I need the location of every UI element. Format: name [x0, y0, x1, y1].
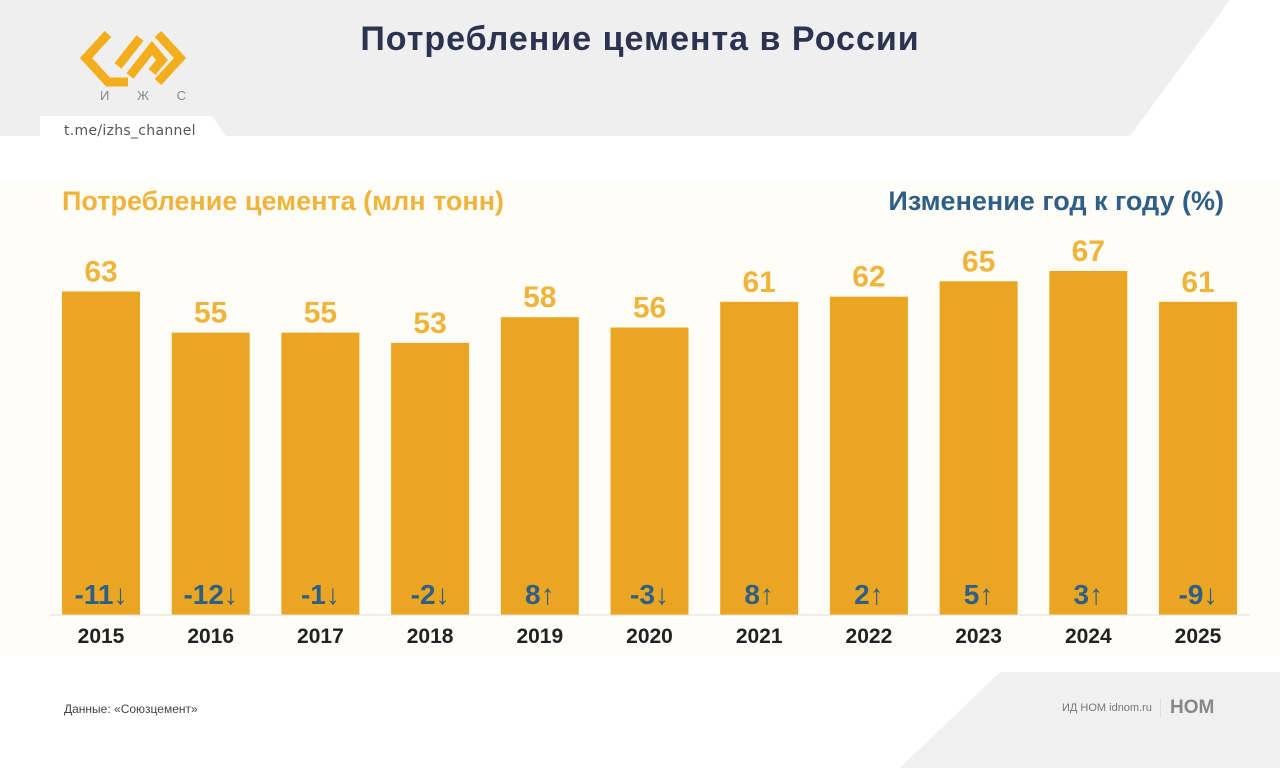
bar: [391, 342, 470, 615]
change-label: 2↑: [854, 579, 884, 610]
change-label: 8↑: [744, 579, 774, 610]
change-label: -3↓: [630, 579, 669, 610]
logo-text: И Ж С: [100, 88, 198, 103]
year-tick-label: 2024: [1065, 625, 1112, 648]
bar: [171, 332, 250, 615]
change-label: 8↑: [525, 579, 555, 610]
change-label: 5↑: [964, 579, 994, 610]
value-label: 67: [1072, 235, 1105, 268]
value-label: 61: [1181, 266, 1214, 299]
bar: [62, 291, 140, 615]
value-label: 53: [413, 307, 446, 340]
right-chart-title: Изменение год к году (%): [888, 186, 1224, 216]
bar: [281, 332, 360, 615]
header-band: [0, 0, 1230, 136]
value-label: 58: [523, 281, 556, 314]
change-label: -9↓: [1179, 579, 1218, 610]
publisher[interactable]: ИД НОМ idnom.ru: [1062, 702, 1152, 714]
year-tick-label: 2019: [516, 625, 563, 648]
izhs-logo-icon: [79, 30, 187, 87]
page-title: Потребление цемента в России: [360, 20, 920, 58]
year-tick-label: 2023: [955, 625, 1002, 648]
bar: [1159, 301, 1237, 615]
bar: [500, 317, 579, 615]
value-label: 55: [304, 297, 337, 330]
year-tick-label: 2021: [736, 625, 783, 648]
year-tick-label: 2017: [297, 625, 344, 648]
year-tick-label: 2025: [1175, 625, 1222, 648]
value-label: 65: [962, 245, 995, 278]
value-label: 56: [633, 291, 666, 324]
change-label: 3↑: [1074, 579, 1104, 610]
year-tick-label: 2018: [407, 625, 454, 648]
year-tick-label: 2022: [846, 625, 893, 648]
bar: [1049, 271, 1128, 615]
data-source: Данные: «Союзцемент»: [64, 702, 198, 716]
year-tick-label: 2020: [626, 625, 673, 648]
nom-logo: НОМ: [1170, 697, 1215, 718]
change-label: -12↓: [183, 579, 237, 610]
channel-link[interactable]: t.me/izhs_channel: [64, 123, 196, 139]
left-chart-title: Потребление цемента (млн тонн): [62, 186, 505, 216]
footer-divider: [1160, 698, 1161, 718]
change-label: -2↓: [411, 579, 450, 610]
bar: [939, 281, 1018, 615]
value-label: 55: [194, 297, 227, 330]
bar: [610, 327, 689, 615]
bar: [829, 296, 908, 615]
change-label: -11↓: [75, 579, 128, 610]
channel-tab: [40, 116, 230, 142]
year-tick-label: 2016: [187, 625, 234, 648]
value-label: 62: [852, 261, 885, 294]
year-tick-label: 2015: [78, 625, 125, 648]
change-label: -1↓: [301, 579, 340, 610]
bar: [720, 301, 799, 615]
value-label: 63: [84, 256, 117, 289]
value-label: 61: [743, 266, 776, 299]
